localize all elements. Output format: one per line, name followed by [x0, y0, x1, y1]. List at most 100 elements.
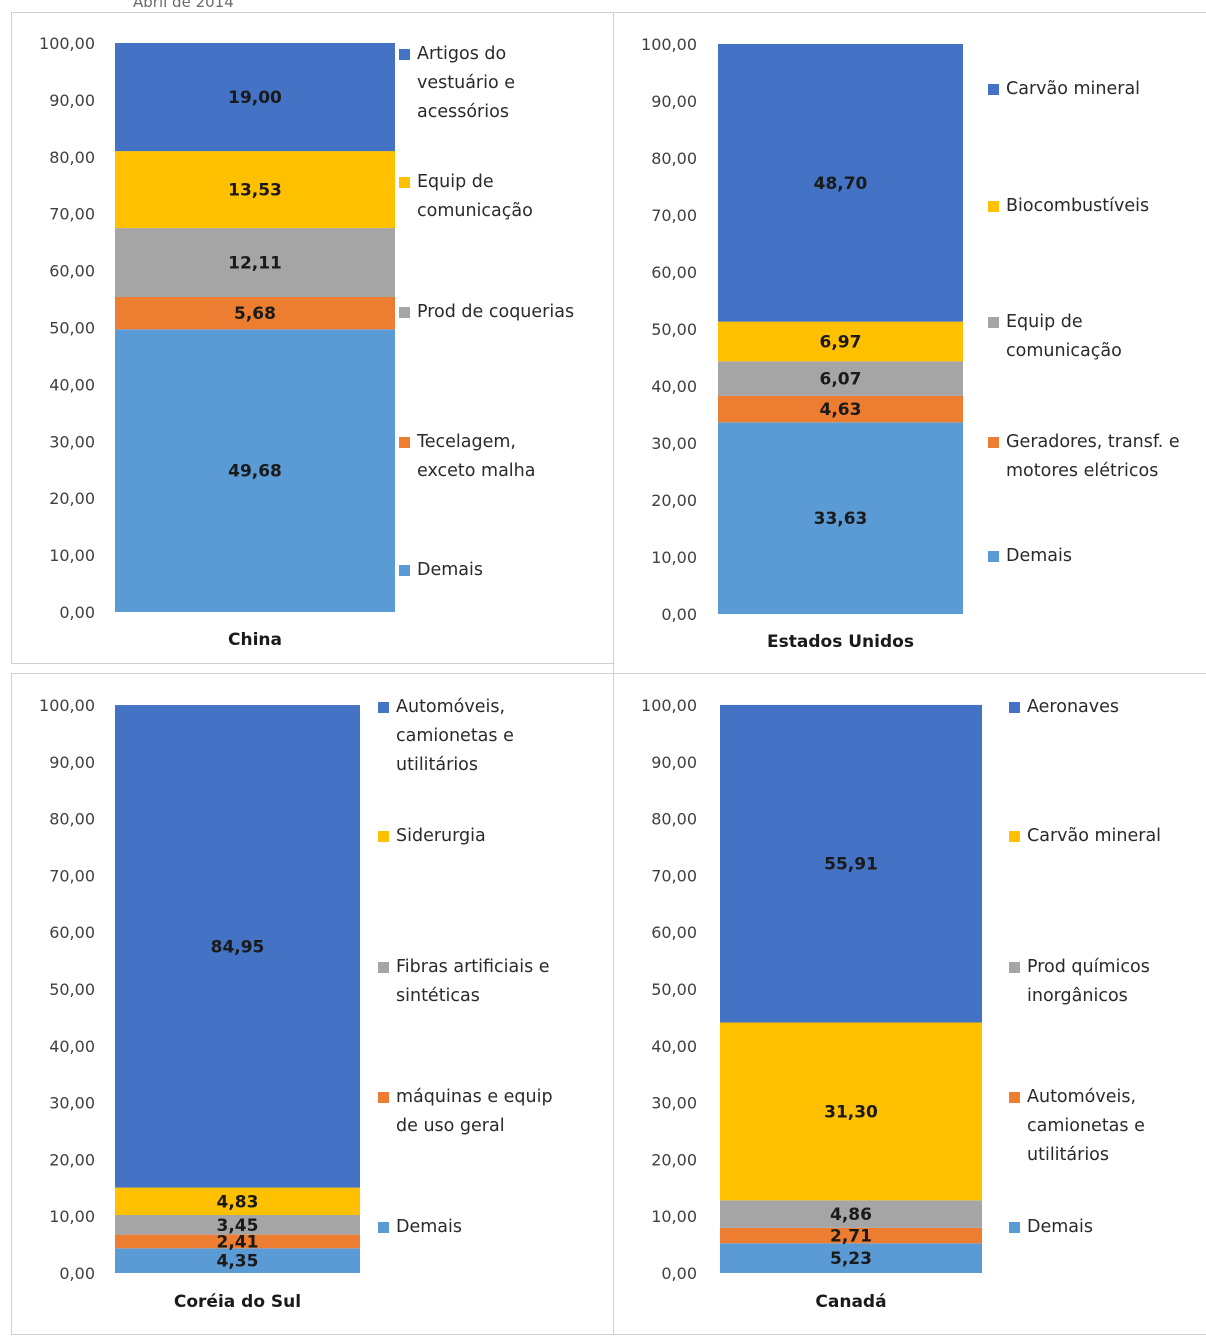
chart-canada: 0,00 10,00 20,00 30,00 40,00 50,00 60,00 70,00 8… [641, 696, 1161, 1312]
y-tick-label: 10,00 [49, 1207, 95, 1226]
legend-swatch [378, 1222, 389, 1233]
y-tick-label: 40,00 [651, 1037, 697, 1056]
legend-label: inorgânicos [1027, 986, 1128, 1006]
legend-swatch [988, 551, 999, 562]
y-tick-label: 80,00 [651, 810, 697, 829]
legend-swatch [378, 962, 389, 973]
chart-estados-unidos: 0,00 10,00 20,00 30,00 40,00 50,00 60,00 70,00 8… [641, 35, 1180, 652]
legend-label: acessórios [417, 102, 509, 122]
legend-label: camionetas e [396, 726, 514, 746]
y-tick-label: 30,00 [49, 432, 95, 451]
legend-swatch [378, 831, 389, 842]
y-tick-label: 60,00 [49, 923, 95, 942]
data-label: 4,35 [217, 1252, 259, 1272]
legend-swatch [399, 565, 410, 576]
legend-swatch [399, 177, 410, 188]
legend-label: Demais [417, 560, 483, 580]
legend-label: Siderurgia [396, 826, 486, 846]
legend-label: Fibras artificiais e [396, 957, 550, 977]
y-tick-label: 40,00 [49, 375, 95, 394]
legend-label: Biocombustíveis [1006, 196, 1149, 216]
legend-swatch [399, 307, 410, 318]
bar-segment [115, 1234, 360, 1249]
legend-swatch [399, 49, 410, 60]
chart-panel-estados-unidos: 0,00 10,00 20,00 30,00 40,00 50,00 60,00 70,00 8… [613, 12, 1206, 674]
legend-swatch [378, 1092, 389, 1103]
y-tick-label: 100,00 [641, 696, 697, 715]
legend-swatch [399, 437, 410, 448]
legend-label: exceto malha [417, 461, 535, 481]
date-note: Abril de 2014 [133, 0, 234, 11]
y-tick-label: 90,00 [49, 91, 95, 110]
y-tick-label: 50,00 [49, 319, 95, 338]
legend-label: Artigos do [417, 44, 506, 64]
bar-segment [115, 329, 395, 612]
data-label: 5,68 [234, 304, 276, 324]
data-label: 6,07 [820, 370, 862, 390]
y-tick-label: 90,00 [49, 753, 95, 772]
y-tick-label: 10,00 [651, 548, 697, 567]
data-label: 12,11 [228, 254, 282, 274]
legend-label: camionetas e [1027, 1116, 1145, 1136]
legend-label: Demais [396, 1217, 462, 1237]
bar-segment [115, 705, 360, 1188]
chart-panel-canada: 0,00 10,00 20,00 30,00 40,00 50,00 60,00 70,00 8… [613, 673, 1206, 1335]
legend-label: utilitários [1027, 1145, 1109, 1165]
legend-label: Carvão mineral [1006, 79, 1140, 99]
legend-label: Prod químicos [1027, 957, 1150, 977]
y-tick-label: 60,00 [651, 923, 697, 942]
y-tick-label: 30,00 [651, 434, 697, 453]
legend-swatch [378, 702, 389, 713]
bar-segment [720, 1022, 982, 1201]
data-label: 33,63 [814, 509, 868, 529]
y-tick-label: 100,00 [641, 35, 697, 54]
y-tick-label: 20,00 [49, 489, 95, 508]
data-label: 19,00 [228, 88, 282, 108]
legend-label: utilitários [396, 755, 478, 775]
chart-coreia-do-sul: 0,00 10,00 20,00 30,00 40,00 50,00 60,00 70,00 8… [39, 696, 553, 1312]
y-tick-label: 0,00 [661, 1264, 697, 1283]
data-label: 31,30 [824, 1102, 878, 1122]
y-tick-label: 40,00 [651, 377, 697, 396]
category-label: China [228, 630, 282, 650]
bar-segment [720, 1227, 982, 1244]
y-tick-label: 80,00 [49, 148, 95, 167]
legend-label: Automóveis, [396, 697, 505, 717]
chart-panel-china: 0,00 10,00 20,00 30,00 40,00 50,00 60,00 70,00 8… [11, 12, 614, 664]
y-tick-label: 10,00 [49, 546, 95, 565]
bar-segment [720, 1243, 982, 1273]
legend-swatch [1009, 702, 1020, 713]
y-tick-label: 20,00 [49, 1150, 95, 1169]
bar-segment [718, 44, 963, 322]
y-tick-label: 0,00 [59, 1264, 95, 1283]
bar-segment [718, 422, 963, 614]
data-label: 13,53 [228, 181, 282, 201]
y-tick-label: 70,00 [49, 866, 95, 885]
y-tick-label: 0,00 [59, 603, 95, 622]
y-tick-label: 20,00 [651, 1150, 697, 1169]
bar-segment [718, 321, 963, 362]
y-tick-label: 10,00 [651, 1207, 697, 1226]
legend-label: Automóveis, [1027, 1087, 1136, 1107]
data-label: 4,83 [217, 1192, 259, 1212]
legend-label: Equip de [1006, 312, 1083, 332]
category-label: Canadá [815, 1292, 886, 1312]
legend-label: motores elétricos [1006, 461, 1158, 481]
category-label: Estados Unidos [767, 632, 914, 652]
y-tick-label: 60,00 [49, 262, 95, 281]
legend-swatch [1009, 1222, 1020, 1233]
y-tick-label: 30,00 [49, 1094, 95, 1113]
y-tick-label: 0,00 [661, 605, 697, 624]
legend-label: Geradores, transf. e [1006, 432, 1180, 452]
data-label: 2,71 [830, 1227, 872, 1247]
legend-label: Demais [1027, 1217, 1093, 1237]
data-label: 5,23 [830, 1249, 872, 1269]
bar-segment [115, 43, 395, 152]
bar-segment [115, 1187, 360, 1216]
legend-label: Tecelagem, [416, 432, 516, 452]
y-tick-label: 90,00 [651, 753, 697, 772]
legend-swatch [988, 437, 999, 448]
data-label: 3,45 [217, 1216, 259, 1236]
category-label: Coréia do Sul [174, 1292, 301, 1312]
y-tick-label: 20,00 [651, 491, 697, 510]
